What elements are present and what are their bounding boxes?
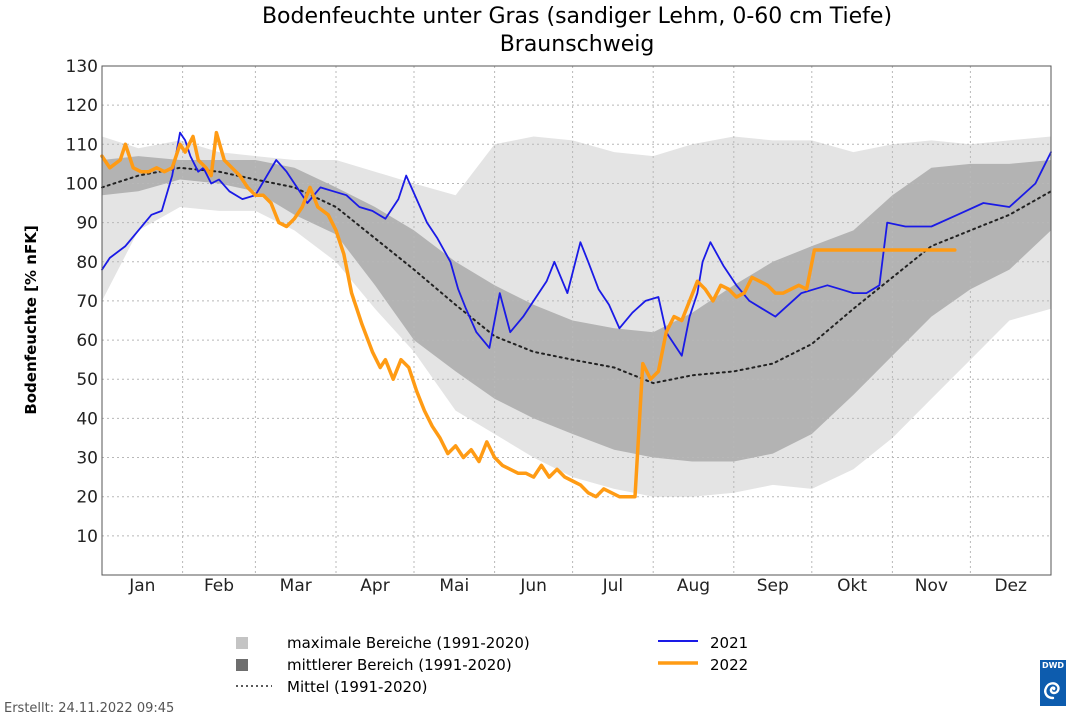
legend-swatch-2022 bbox=[658, 661, 698, 665]
legend-label-mid-range: mittlerer Bereich (1991-2020) bbox=[287, 656, 512, 674]
series-2021-line bbox=[101, 131, 1052, 357]
y-tick-label: 70 bbox=[76, 292, 98, 312]
y-tick-label: 20 bbox=[76, 488, 98, 508]
y-tick-label: 90 bbox=[76, 214, 98, 234]
y-tick-label: 30 bbox=[76, 449, 98, 469]
y-tick-label: 80 bbox=[76, 253, 98, 273]
x-tick-label: Jun bbox=[519, 576, 547, 596]
y-tick-label: 50 bbox=[76, 370, 98, 390]
y-tick-label: 110 bbox=[66, 135, 98, 155]
x-tick-label: Jan bbox=[128, 576, 155, 596]
legend-label-max-range: maximale Bereiche (1991-2020) bbox=[287, 634, 530, 652]
y-axis-label: Bodenfeuchte [% nFK] bbox=[22, 225, 40, 415]
y-tick-label: 130 bbox=[66, 57, 98, 77]
legend-label-2021: 2021 bbox=[710, 634, 749, 652]
x-tick-label: Dez bbox=[994, 576, 1027, 596]
x-tick-label: Okt bbox=[837, 576, 867, 596]
x-tick-label: Sep bbox=[757, 576, 789, 596]
series-2022-line bbox=[100, 130, 957, 499]
x-tick-label: Mar bbox=[280, 576, 312, 596]
y-tick-label: 60 bbox=[76, 331, 98, 351]
x-tick-label: Apr bbox=[360, 576, 389, 596]
chart-subtitle: Braunschweig bbox=[499, 32, 655, 57]
plot-frame bbox=[101, 65, 1052, 576]
legend-swatch-mid-range bbox=[236, 659, 248, 671]
y-tick-label: 100 bbox=[66, 174, 98, 194]
dwd-logo: DWD bbox=[1040, 660, 1066, 706]
dwd-logo-text: DWD bbox=[1041, 661, 1065, 670]
x-tick-label: Jul bbox=[602, 576, 624, 596]
legend-label-2022: 2022 bbox=[710, 656, 749, 674]
dwd-swirl-icon bbox=[1044, 682, 1060, 700]
legend-label-mean: Mittel (1991-2020) bbox=[287, 678, 428, 696]
legend-swatch-max-range bbox=[236, 637, 248, 649]
y-tick-label: 40 bbox=[76, 409, 98, 429]
x-tick-label: Nov bbox=[915, 576, 948, 596]
y-tick-label: 120 bbox=[66, 96, 98, 116]
y-tick-label: 10 bbox=[76, 527, 98, 547]
band-mid-range bbox=[102, 156, 1051, 462]
created-timestamp: Erstellt: 24.11.2022 09:45 bbox=[4, 701, 175, 716]
legend-swatch-mean bbox=[236, 685, 272, 687]
x-tick-label: Mai bbox=[439, 576, 469, 596]
series-mean-line bbox=[101, 166, 1052, 385]
legend-swatch-2021 bbox=[658, 640, 698, 642]
chart-title: Bodenfeuchte unter Gras (sandiger Lehm, … bbox=[261, 4, 893, 29]
x-tick-label: Aug bbox=[677, 576, 710, 596]
x-tick-label: Feb bbox=[204, 576, 234, 596]
